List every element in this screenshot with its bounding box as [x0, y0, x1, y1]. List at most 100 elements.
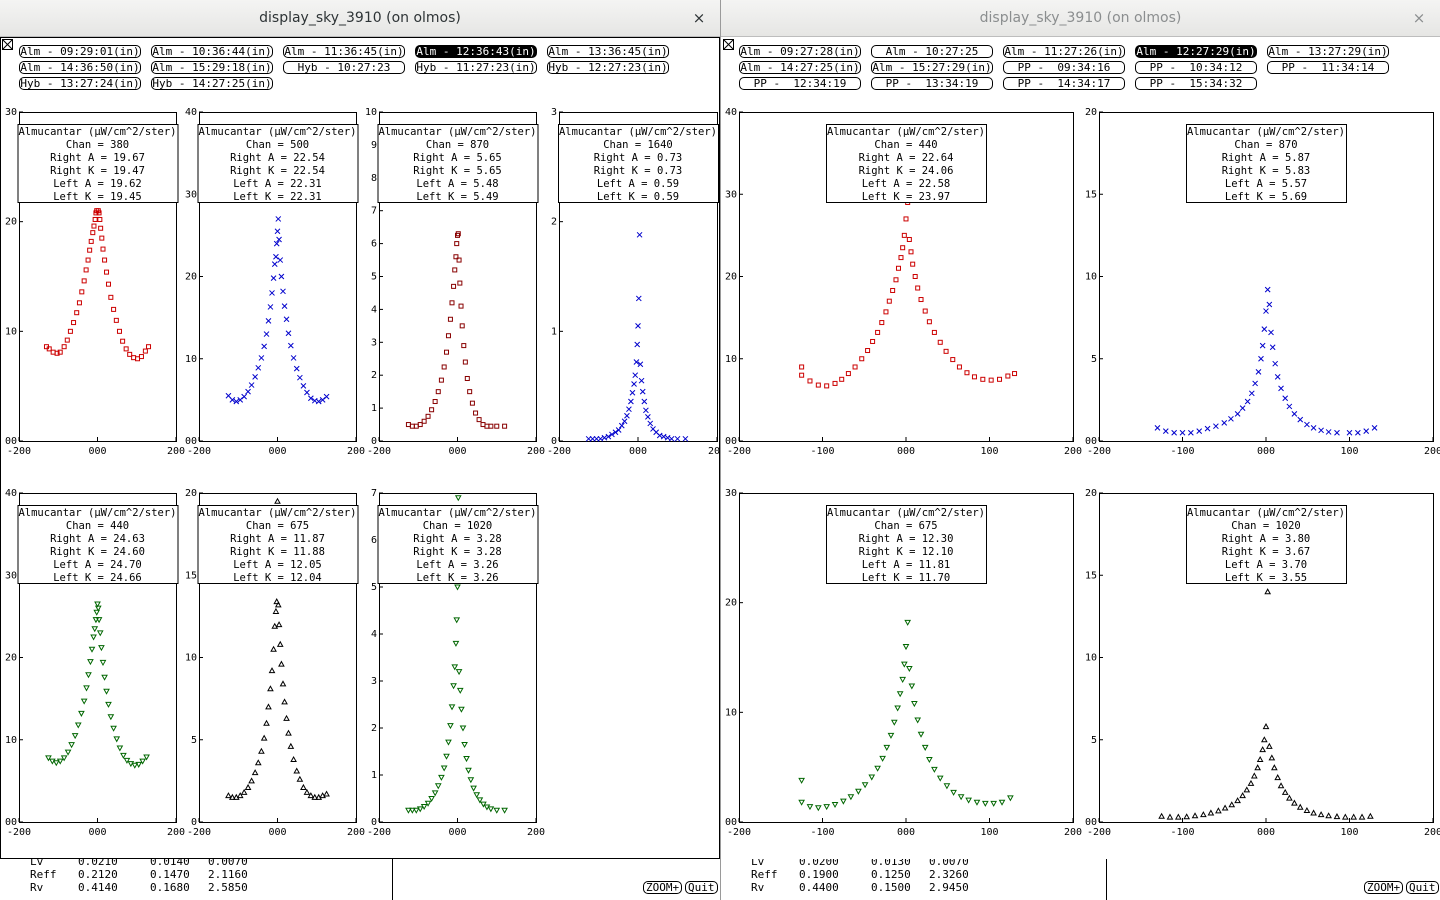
scan-button[interactable]: Hyb - 12:27:23(in) — [547, 61, 669, 74]
series — [1158, 588, 1374, 820]
legend-frame — [826, 124, 987, 203]
data-point — [476, 797, 484, 804]
titlebar[interactable]: display_sky_3910 (on olmos) × — [721, 0, 1440, 37]
data-point — [636, 231, 643, 238]
data-point — [461, 741, 468, 748]
data-point — [252, 373, 258, 380]
data-point — [879, 320, 885, 326]
scan-button[interactable]: Hyb - 14:27:25(in) — [151, 77, 273, 90]
data-point — [68, 742, 75, 749]
x-tick-label: -200 — [1087, 446, 1111, 457]
data-point — [285, 330, 292, 337]
data-point — [1196, 428, 1203, 434]
legend-box: Almucantar (µW/cm^2/ster)Chan = 870Right… — [377, 124, 539, 203]
data-point — [120, 338, 126, 344]
scan-button[interactable]: PP - 11:34:14 — [1267, 61, 1389, 74]
scan-button[interactable]: Alm - 12:27:29(in) — [1135, 45, 1257, 58]
data-point — [1274, 774, 1282, 781]
data-point — [454, 241, 460, 247]
x-tick-label: -100 — [810, 446, 834, 457]
scan-button[interactable]: PP - 14:34:17 — [1003, 77, 1125, 90]
scan-button[interactable]: Hyb - 13:27:24(in) — [19, 77, 141, 90]
legend-frame — [17, 124, 179, 203]
y-tick-label: 20 — [5, 217, 17, 228]
data-point — [629, 389, 636, 396]
data-point — [449, 300, 455, 306]
titlebar[interactable]: display_sky_3910 (on olmos) × — [0, 0, 720, 37]
legend-frame — [1186, 124, 1347, 203]
data-point — [74, 722, 82, 729]
y-tick-label: 5 — [371, 272, 377, 283]
scan-button[interactable]: Alm - 13:36:45(in) — [547, 45, 669, 58]
scan-button[interactable]: Alm - 10:27:25 — [871, 45, 993, 58]
y-tick-label: 30 — [5, 108, 17, 118]
scan-button[interactable]: Alm - 11:27:26(in) — [1003, 45, 1125, 58]
quit-button[interactable]: Quit — [1406, 881, 1439, 894]
scan-button[interactable]: Alm - 15:29:18(in) — [151, 61, 273, 74]
close-icon[interactable]: × — [1412, 9, 1426, 27]
window-menu-icon[interactable] — [723, 39, 734, 50]
data-point — [823, 804, 831, 811]
data-point — [798, 777, 805, 784]
zoom-button[interactable]: ZOOM+ — [643, 881, 683, 894]
right-window: display_sky_3910 (on olmos) × Alm - 09:2… — [721, 0, 1440, 900]
data-point — [643, 407, 649, 414]
window-menu-icon[interactable] — [2, 39, 13, 50]
data-point — [95, 617, 103, 624]
data-point — [865, 348, 871, 354]
legend-line: Left K = 5.49 — [416, 191, 498, 203]
data-point — [971, 374, 977, 380]
data-point — [887, 732, 895, 739]
scan-button[interactable]: Hyb - 10:27:23 — [283, 61, 405, 74]
data-point — [283, 316, 290, 323]
data-point — [895, 265, 901, 271]
legend-line: Left K = 23.97 — [862, 191, 951, 203]
data-point — [54, 350, 60, 356]
data-point — [71, 733, 79, 740]
data-point — [1174, 813, 1182, 820]
scan-button[interactable]: Alm - 13:27:29(in) — [1267, 45, 1389, 58]
legend-line: Left K = 0.59 — [597, 191, 679, 203]
data-point — [943, 348, 949, 354]
data-point — [799, 364, 805, 370]
x-tick-label: 200 — [347, 827, 365, 838]
scan-button[interactable]: Alm - 10:36:44(in) — [151, 45, 273, 58]
data-point — [1310, 424, 1317, 431]
stats-cell: 2.3260 — [929, 868, 969, 881]
scan-button[interactable]: Alm - 12:36:43(in) — [415, 45, 537, 58]
scan-button[interactable]: Alm - 14:36:50(in) — [19, 61, 141, 74]
data-point — [281, 698, 288, 705]
data-point — [1271, 764, 1278, 771]
x-tick-label: 200 — [347, 446, 365, 457]
y-tick-label: 40 — [5, 489, 17, 499]
data-point — [265, 318, 272, 324]
scan-button[interactable]: PP - 12:34:19 — [739, 77, 861, 90]
quit-button[interactable]: Quit — [685, 881, 718, 894]
data-point — [1346, 429, 1353, 436]
scan-button[interactable]: Alm - 09:27:28(in) — [739, 45, 861, 58]
data-point — [493, 807, 501, 814]
data-point — [428, 796, 435, 803]
data-point — [1363, 428, 1370, 434]
scan-button[interactable]: PP - 09:34:16 — [1003, 61, 1125, 74]
scatter-chart: 00 10 20 30 -200 -100 000 100 200 Almucantar (µW/… — [725, 489, 1082, 838]
y-tick-label: 9 — [371, 140, 377, 151]
scan-button[interactable]: PP - 15:34:32 — [1135, 77, 1257, 90]
data-point — [1297, 416, 1304, 423]
scan-button[interactable]: Alm - 14:27:25(in) — [739, 61, 861, 74]
zoom-button[interactable]: ZOOM+ — [1364, 881, 1404, 894]
y-tick-label: 3 — [551, 108, 557, 118]
scan-button[interactable]: PP - 10:34:12 — [1135, 61, 1257, 74]
scan-button[interactable]: Alm - 09:29:01(in) — [19, 45, 141, 58]
scan-button[interactable]: Alm - 15:27:29(in) — [871, 61, 993, 74]
data-point — [440, 765, 448, 772]
scan-button[interactable]: Alm - 11:36:45(in) — [283, 45, 405, 58]
scan-button[interactable]: Hyb - 11:27:23(in) — [415, 61, 537, 74]
y-tick-label: 00 — [185, 436, 197, 447]
close-icon[interactable]: × — [692, 9, 706, 27]
data-point — [290, 355, 297, 361]
data-point — [269, 290, 275, 296]
scan-button[interactable]: PP - 13:34:19 — [871, 77, 993, 90]
window-title: display_sky_3910 (on olmos) — [979, 10, 1182, 26]
stats-cell: 0.0140 — [150, 859, 190, 868]
